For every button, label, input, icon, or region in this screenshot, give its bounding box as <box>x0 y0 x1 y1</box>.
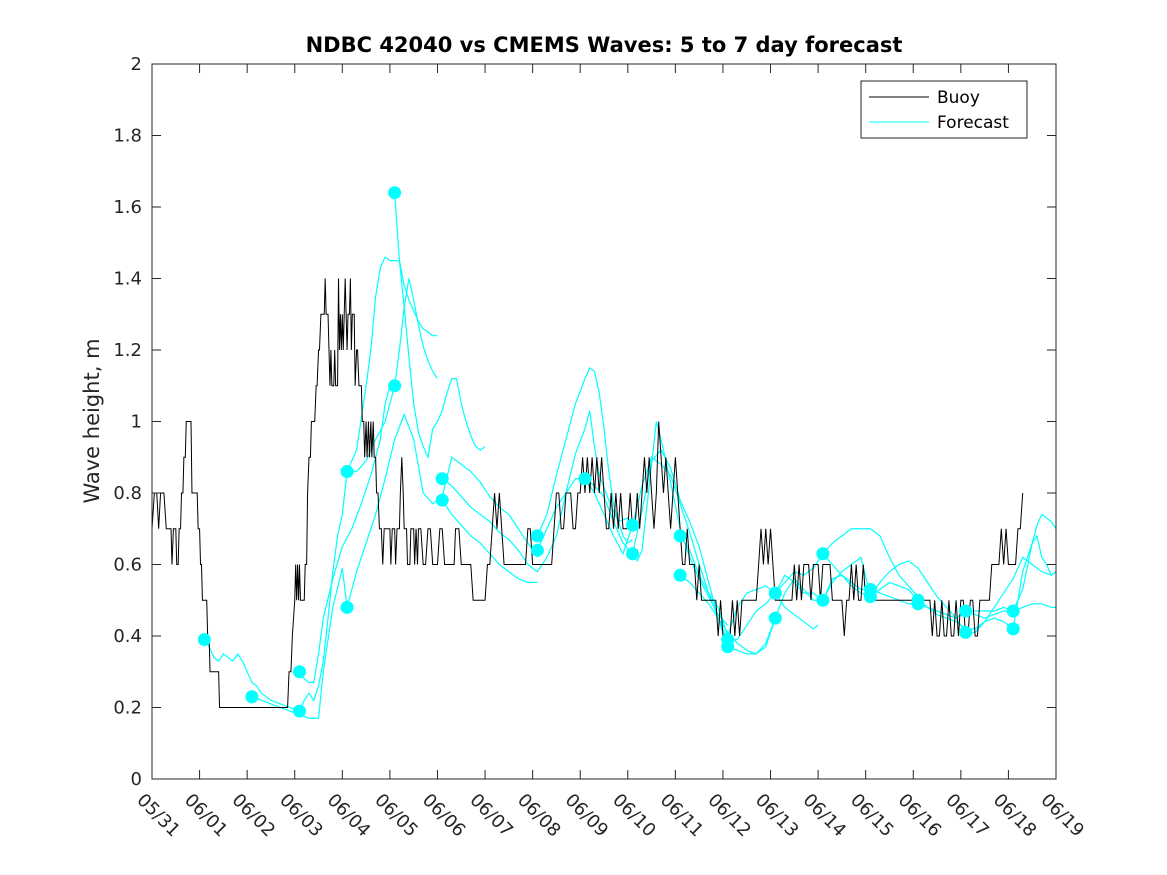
x-tick-label: 06/10 <box>608 790 660 842</box>
forecast-line-19 <box>965 534 1057 619</box>
legend-forecast-label: Forecast <box>937 113 1009 133</box>
forecast-marker-1 <box>245 690 259 704</box>
y-tick-label: 0.2 <box>113 698 142 719</box>
x-tick-label: 06/04 <box>323 790 375 842</box>
forecast-line-18 <box>917 513 1057 630</box>
forecast-marker-15 <box>673 529 687 543</box>
forecast-marker-14 <box>626 547 640 561</box>
x-tick-label: 06/08 <box>513 790 565 842</box>
x-tick-label: 06/13 <box>751 790 803 842</box>
forecast-marker-6 <box>388 186 402 200</box>
x-tick-label: 06/02 <box>228 790 280 842</box>
forecast-marker-7 <box>388 379 402 393</box>
plot-area <box>152 64 1056 779</box>
forecast-marker-8 <box>435 472 449 486</box>
forecast-line-0 <box>203 639 300 712</box>
x-tick-label: 06/18 <box>989 790 1041 842</box>
forecast-line-1 <box>251 567 348 719</box>
forecast-line-7 <box>441 410 634 573</box>
forecast-marker-21 <box>816 547 830 561</box>
x-tick-label: 06/16 <box>894 790 946 842</box>
forecast-marker-5 <box>340 600 354 614</box>
forecast-marker-20 <box>768 611 782 625</box>
x-tick-label: 06/17 <box>941 790 993 842</box>
y-tick-label: 0.8 <box>113 483 142 504</box>
forecast-marker-11 <box>530 543 544 557</box>
forecast-line-5 <box>394 192 486 460</box>
forecast-line-10 <box>536 421 729 626</box>
forecast-marker-13 <box>626 518 640 532</box>
forecast-marker-26 <box>911 597 925 611</box>
x-tick-label: 06/07 <box>466 790 518 842</box>
forecast-line-4 <box>346 256 438 472</box>
x-tick-label: 06/05 <box>370 790 422 842</box>
y-tick-label: 0 <box>131 769 142 790</box>
forecast-marker-24 <box>863 590 877 604</box>
x-tick-label: 06/15 <box>846 790 898 842</box>
y-tick-label: 0.6 <box>113 555 142 576</box>
forecast-marker-19 <box>768 586 782 600</box>
y-tick-label: 1.6 <box>113 197 142 218</box>
forecast-marker-16 <box>673 568 687 582</box>
y-tick-label: 1.2 <box>113 340 142 361</box>
forecast-marker-0 <box>197 633 211 647</box>
forecast-line-3 <box>298 278 438 684</box>
y-tick-label: 1.8 <box>113 126 142 147</box>
forecast-line-9 <box>536 366 633 544</box>
x-tick-label: 05/31 <box>132 790 184 842</box>
x-tick-label: 06/01 <box>180 790 232 842</box>
chart-title: NDBC 42040 vs CMEMS Waves: 5 to 7 day fo… <box>306 33 903 57</box>
x-tick-label: 06/03 <box>275 790 327 842</box>
y-tick-label: 0.4 <box>113 626 142 647</box>
forecast-marker-28 <box>959 625 973 639</box>
forecast-marker-27 <box>959 604 973 618</box>
y-axis-label: Wave height, m <box>80 338 104 503</box>
forecast-marker-30 <box>1006 622 1020 636</box>
forecast-marker-10 <box>530 529 544 543</box>
x-tick-label: 06/19 <box>1036 790 1088 842</box>
x-tick-label: 06/09 <box>561 790 613 842</box>
forecast-line-2 <box>298 385 396 712</box>
forecast-marker-2 <box>292 665 306 679</box>
forecast-marker-29 <box>1006 604 1020 618</box>
legend-box <box>860 80 1028 139</box>
x-tick-label: 06/12 <box>703 790 755 842</box>
x-tick-label: 06/11 <box>656 790 708 842</box>
forecast-marker-4 <box>340 465 354 479</box>
y-tick-label: 2 <box>131 54 142 75</box>
x-tick-label: 06/06 <box>418 790 470 842</box>
forecast-line-8 <box>441 499 538 583</box>
forecast-marker-9 <box>435 493 449 507</box>
y-tick-label: 1 <box>131 412 142 433</box>
forecast-marker-18 <box>721 640 735 654</box>
x-tick-label: 06/14 <box>799 790 851 842</box>
forecast-line-11 <box>584 456 776 655</box>
forecast-marker-12 <box>578 472 592 486</box>
forecast-marker-22 <box>816 593 830 607</box>
y-tick-label: 1.4 <box>113 269 142 290</box>
forecast-marker-3 <box>292 704 306 718</box>
legend-buoy-label: Buoy <box>937 88 980 108</box>
forecast-markers <box>197 186 1020 718</box>
legend: Buoy Forecast <box>860 80 1028 139</box>
